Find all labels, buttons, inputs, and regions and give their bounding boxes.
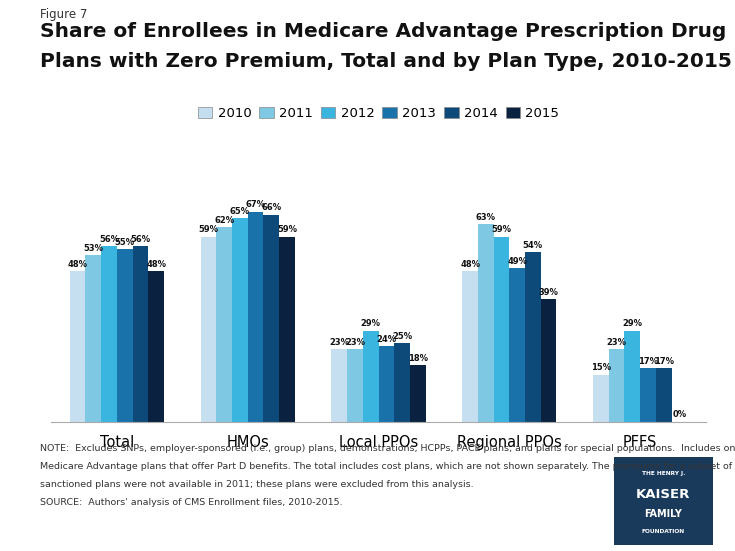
Text: 62%: 62% <box>214 216 234 225</box>
Text: 39%: 39% <box>539 288 559 297</box>
Bar <box>541 299 556 422</box>
Bar <box>347 349 363 422</box>
Text: 17%: 17% <box>638 357 658 366</box>
Text: 54%: 54% <box>523 241 543 250</box>
Text: 59%: 59% <box>277 225 297 234</box>
Bar <box>101 246 117 422</box>
Text: 48%: 48% <box>68 260 87 269</box>
Text: 17%: 17% <box>653 357 674 366</box>
Text: 65%: 65% <box>230 207 250 215</box>
Legend: 2010, 2011, 2012, 2013, 2014, 2015: 2010, 2011, 2012, 2013, 2014, 2015 <box>198 107 559 120</box>
Bar <box>478 224 494 422</box>
Text: 29%: 29% <box>361 320 381 328</box>
Text: THE HENRY J.: THE HENRY J. <box>642 471 685 476</box>
Bar <box>410 365 426 422</box>
Bar <box>132 246 148 422</box>
Text: 25%: 25% <box>392 332 412 341</box>
Bar <box>216 227 232 422</box>
Text: 18%: 18% <box>408 354 428 363</box>
Text: 63%: 63% <box>476 213 496 222</box>
Bar <box>509 268 525 422</box>
Bar <box>462 271 478 422</box>
Text: KAISER: KAISER <box>637 488 690 501</box>
Text: 53%: 53% <box>83 244 104 253</box>
Text: 59%: 59% <box>492 225 512 234</box>
Text: 48%: 48% <box>146 260 166 269</box>
Bar <box>494 236 509 422</box>
Bar <box>363 331 379 422</box>
Text: Plans with Zero Premium, Total and by Plan Type, 2010-2015: Plans with Zero Premium, Total and by Pl… <box>40 52 732 71</box>
Bar <box>525 252 541 422</box>
Bar <box>248 212 263 422</box>
Text: Share of Enrollees in Medicare Advantage Prescription Drug: Share of Enrollees in Medicare Advantage… <box>40 22 727 41</box>
Text: 48%: 48% <box>460 260 480 269</box>
Bar <box>279 236 295 422</box>
Text: Medicare Advantage plans that offer Part D benefits. The total includes cost pla: Medicare Advantage plans that offer Part… <box>40 462 733 471</box>
Text: Figure 7: Figure 7 <box>40 8 87 21</box>
Text: 55%: 55% <box>115 238 135 247</box>
Text: 0%: 0% <box>673 410 686 419</box>
Bar <box>263 215 279 422</box>
Bar <box>148 271 164 422</box>
Text: FAMILY: FAMILY <box>645 509 682 518</box>
Text: 66%: 66% <box>261 203 282 213</box>
Text: 23%: 23% <box>345 338 365 347</box>
Text: 24%: 24% <box>376 335 396 344</box>
Text: 67%: 67% <box>245 201 265 209</box>
Bar <box>117 249 132 422</box>
Text: 29%: 29% <box>623 320 642 328</box>
Text: 59%: 59% <box>198 225 218 234</box>
Text: FOUNDATION: FOUNDATION <box>642 529 685 534</box>
Text: 23%: 23% <box>329 338 349 347</box>
Text: 56%: 56% <box>99 235 119 244</box>
Text: SOURCE:  Authors' analysis of CMS Enrollment files, 2010-2015.: SOURCE: Authors' analysis of CMS Enrollm… <box>40 498 343 507</box>
Bar <box>656 368 672 422</box>
Bar <box>232 218 248 422</box>
Text: 49%: 49% <box>507 257 527 266</box>
Bar <box>640 368 656 422</box>
Text: 56%: 56% <box>130 235 151 244</box>
Bar <box>201 236 216 422</box>
Bar <box>593 375 609 422</box>
Bar <box>331 349 347 422</box>
Text: 15%: 15% <box>591 363 611 372</box>
Bar <box>70 271 85 422</box>
Bar <box>379 347 394 422</box>
Text: 23%: 23% <box>606 338 627 347</box>
Bar <box>609 349 625 422</box>
Text: NOTE:  Excludes SNPs, employer-sponsored (i.e., group) plans, demonstrations, HC: NOTE: Excludes SNPs, employer-sponsored … <box>40 444 735 452</box>
Bar <box>625 331 640 422</box>
Bar <box>85 256 101 422</box>
Bar <box>394 343 410 422</box>
Text: sanctioned plans were not available in 2011; these plans were excluded from this: sanctioned plans were not available in 2… <box>40 480 474 489</box>
